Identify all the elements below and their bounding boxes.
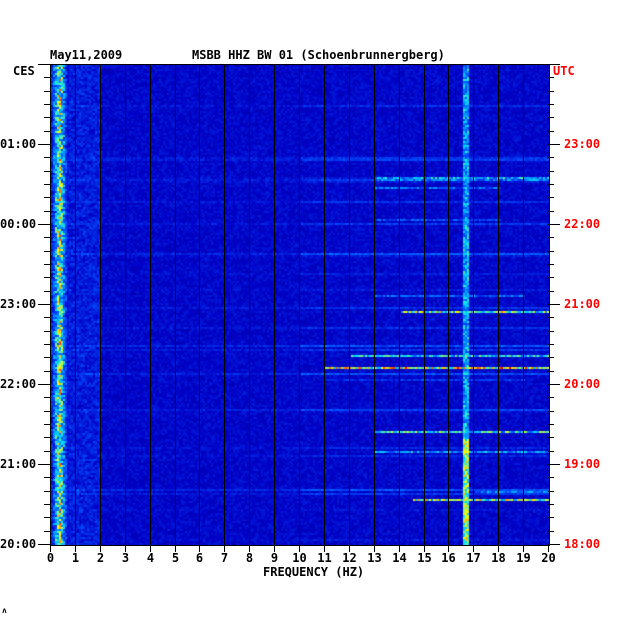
y-tick-label-left: 20:00	[0, 537, 37, 551]
x-tick-label: 16	[441, 551, 456, 565]
x-tick-label: 18	[491, 551, 506, 565]
x-tick-label: 19	[516, 551, 531, 565]
footer-mark: ʌ	[2, 606, 7, 615]
x-tick-label: 7	[220, 551, 229, 565]
x-tick-label: 17	[466, 551, 481, 565]
x-tick-label: 11	[317, 551, 332, 565]
x-tick-label: 13	[367, 551, 382, 565]
date-label: May11,2009	[50, 48, 123, 62]
x-tick-label: 0	[46, 551, 55, 565]
y-tick-label-left: 23:00	[0, 297, 37, 311]
x-tick-label: 9	[270, 551, 279, 565]
x-tick-label: 3	[121, 551, 130, 565]
y-tick-label-left: 01:00	[0, 137, 37, 151]
station-title: MSBB HHZ BW 01 (Schoenbrunnergberg)	[192, 48, 445, 62]
y-tick-label-right: 23:00	[564, 137, 601, 151]
y-tick-label-right: 18:00	[564, 537, 601, 551]
y-tick-label-left: 21:00	[0, 457, 37, 471]
x-tick-label: 1	[71, 551, 80, 565]
x-tick-label: 5	[171, 551, 180, 565]
y-tick-label-left: 22:00	[0, 377, 37, 391]
x-tick-label: 8	[245, 551, 254, 565]
x-tick-label: 4	[146, 551, 155, 565]
y-tick-label-right: 20:00	[564, 377, 601, 391]
y-tick-label-right: 21:00	[564, 297, 601, 311]
x-tick-label: 20	[541, 551, 556, 565]
x-tick-label: 2	[96, 551, 105, 565]
x-tick-label: 15	[417, 551, 432, 565]
left-timezone-label: CES	[13, 64, 35, 78]
y-tick-label-left: 00:00	[0, 217, 37, 231]
right-timezone-label: UTC	[553, 64, 575, 78]
x-axis-label: FREQUENCY (HZ)	[263, 565, 365, 579]
x-tick-label: 10	[292, 551, 307, 565]
x-tick-label: 14	[392, 551, 407, 565]
x-tick-label: 6	[195, 551, 204, 565]
x-tick-label: 12	[342, 551, 357, 565]
y-tick-label-right: 19:00	[564, 457, 601, 471]
y-tick-label-right: 22:00	[564, 217, 601, 231]
